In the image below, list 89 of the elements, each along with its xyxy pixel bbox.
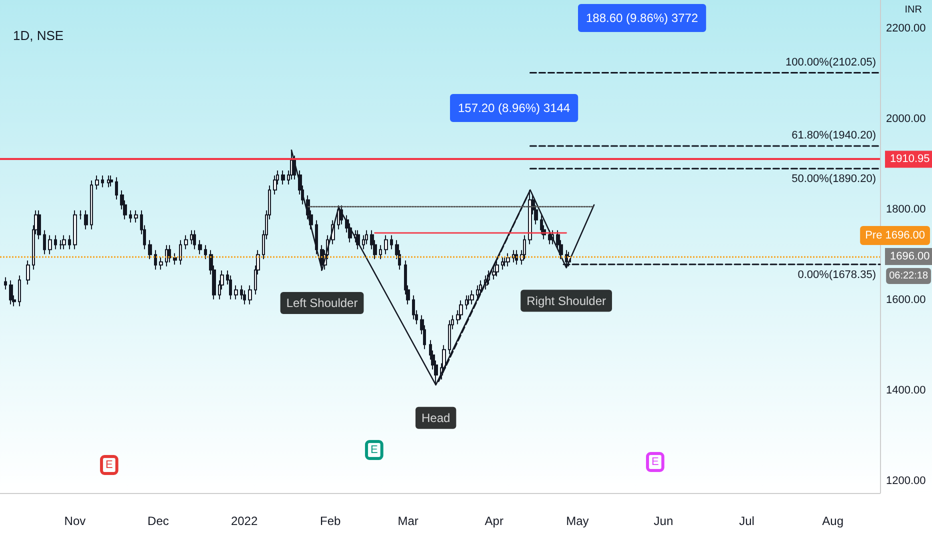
candlestick — [495, 260, 499, 277]
candlestick — [198, 240, 202, 255]
candlestick — [479, 280, 482, 295]
annotation: 188.60 (9.86%) 3772 — [586, 11, 698, 25]
y-tick-label: 2200.00 — [886, 22, 926, 34]
candlestick — [79, 210, 82, 220]
series-label: 100.00%(2102.05) — [785, 56, 876, 68]
text: 1D, NSE — [13, 28, 64, 43]
candlestick — [43, 230, 46, 255]
candlestick — [62, 234, 66, 250]
candlestick — [229, 274, 232, 300]
candlestick — [154, 250, 157, 270]
candlestick — [148, 240, 152, 260]
annotation: Right Shoulder — [526, 294, 606, 308]
candlestick — [281, 170, 285, 186]
candlestick — [384, 234, 388, 255]
x-tick-label: Nov — [64, 514, 86, 528]
candlestick — [54, 234, 57, 250]
y-tick-label: 1800.00 — [886, 203, 926, 216]
y-tick-label: 1200.00 — [886, 474, 926, 487]
annotation: E — [652, 456, 659, 468]
candlestick — [193, 230, 196, 250]
candlestick — [315, 220, 318, 255]
candlestick — [84, 210, 88, 230]
candlestick — [234, 284, 238, 300]
annotation: 157.20 (8.96%) 3144 — [458, 101, 570, 115]
candlestick — [101, 174, 104, 188]
candlestick — [9, 280, 13, 305]
candlestick — [365, 230, 368, 245]
candlestick — [273, 174, 277, 195]
annotation: Head — [421, 410, 450, 425]
y-tick-label: 1600.00 — [886, 294, 926, 306]
candlestick — [159, 256, 163, 270]
candlestick — [379, 244, 382, 260]
ref-line-label: 1910.95 — [890, 153, 930, 166]
candlestick — [115, 176, 118, 200]
candlestick — [470, 290, 474, 305]
candlestick — [548, 230, 551, 245]
annotation: Pre 1696.00 — [865, 230, 925, 242]
candlestick — [337, 204, 340, 230]
annotation: E — [106, 459, 113, 471]
candlestick — [243, 290, 246, 305]
candlestick — [476, 284, 479, 300]
text: 06:22:18 — [889, 270, 928, 282]
text: INR — [904, 4, 922, 16]
candlestick — [73, 210, 77, 250]
x-tick-label: Dec — [148, 514, 169, 528]
candlestick — [95, 174, 99, 190]
candlestick — [26, 260, 30, 285]
x-tick-label: Feb — [320, 514, 342, 528]
x-tick-label: Mar — [398, 514, 418, 528]
candlestick — [4, 276, 7, 290]
x-tick-label: Jul — [739, 514, 754, 528]
y-tick-label: 1400.00 — [886, 384, 926, 396]
candlestick — [390, 234, 393, 250]
candlestick — [134, 210, 138, 224]
ref-line-label: 1696.00 — [890, 250, 930, 262]
candlestick — [18, 274, 21, 307]
candlestick — [179, 240, 182, 266]
x-tick-label: Jun — [654, 514, 674, 528]
series-label: 50.00%(1890.20) — [792, 173, 876, 186]
x-tick-label: Aug — [822, 514, 844, 528]
x-tick-label: Apr — [484, 514, 504, 528]
candlestick — [48, 234, 52, 255]
candlestick — [190, 230, 193, 245]
candlestick — [37, 210, 41, 240]
candlestick — [248, 284, 252, 305]
series-label: 61.80%(1940.20) — [792, 130, 876, 142]
candlestick — [184, 234, 188, 250]
candlestick — [501, 256, 504, 270]
annotation: Left Shoulder — [286, 296, 358, 310]
candlestick — [129, 210, 132, 224]
candlestick — [165, 244, 168, 267]
candlestick — [68, 234, 71, 250]
candlestick — [506, 252, 510, 267]
candlestick — [465, 294, 468, 310]
x-tick-label: 2022 — [230, 514, 258, 528]
candlestick — [356, 230, 360, 250]
candlestick — [109, 174, 113, 187]
series-label: 0.00%(1678.35) — [798, 268, 876, 281]
candlestick — [204, 244, 207, 260]
candlestick — [107, 174, 110, 188]
candlestick — [90, 180, 93, 230]
y-tick-label: 2000.00 — [886, 112, 926, 125]
candlestick — [173, 252, 177, 266]
candlestick — [503, 256, 507, 267]
annotation: E — [370, 444, 378, 456]
x-tick-label: May — [566, 514, 589, 528]
candlestick — [168, 244, 171, 263]
